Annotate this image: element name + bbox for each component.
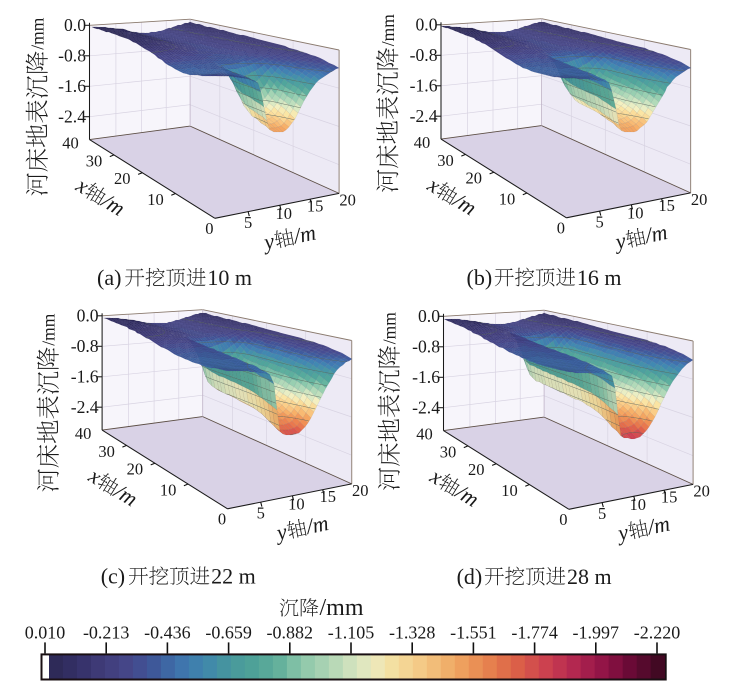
svg-text:(c): (c) xyxy=(101,564,125,589)
svg-text:/mm: /mm xyxy=(378,14,398,46)
svg-text:22 m: 22 m xyxy=(211,564,256,589)
svg-text:/mm: /mm xyxy=(39,313,59,345)
svg-text:15: 15 xyxy=(658,196,675,215)
svg-text:10: 10 xyxy=(501,481,518,500)
svg-text:-1.6: -1.6 xyxy=(71,367,99,387)
svg-text:15: 15 xyxy=(661,488,678,507)
svg-text:10: 10 xyxy=(499,190,516,209)
svg-text:40: 40 xyxy=(416,425,433,444)
svg-text:40: 40 xyxy=(75,424,92,443)
svg-text:-1.6: -1.6 xyxy=(58,76,86,96)
svg-text:/mm: /mm xyxy=(28,17,48,49)
svg-text:30: 30 xyxy=(440,442,457,461)
svg-text:20: 20 xyxy=(466,169,483,188)
svg-text:0.0: 0.0 xyxy=(416,15,438,35)
svg-text:-1.774: -1.774 xyxy=(511,623,558,643)
svg-text:20: 20 xyxy=(691,190,708,209)
svg-text:0.0: 0.0 xyxy=(77,306,99,326)
svg-text:16 m: 16 m xyxy=(577,265,622,290)
svg-text:28 m: 28 m xyxy=(567,564,612,589)
svg-text:20: 20 xyxy=(114,169,131,188)
svg-text:(d): (d) xyxy=(457,564,483,589)
svg-text:-2.220: -2.220 xyxy=(634,623,681,643)
svg-text:-2.4: -2.4 xyxy=(58,107,86,127)
svg-text:-1.997: -1.997 xyxy=(573,623,620,643)
svg-text:10: 10 xyxy=(276,204,293,223)
svg-text:20: 20 xyxy=(127,460,144,479)
svg-text:0.010: 0.010 xyxy=(25,623,66,643)
svg-text:30: 30 xyxy=(86,151,103,170)
svg-text:5: 5 xyxy=(595,213,603,232)
svg-text:15: 15 xyxy=(319,487,336,506)
svg-text:0: 0 xyxy=(557,218,565,237)
svg-text:/mm: /mm xyxy=(320,595,364,621)
svg-text:-2.4: -2.4 xyxy=(412,398,440,418)
svg-text:-1.551: -1.551 xyxy=(450,623,497,643)
svg-text:-1.6: -1.6 xyxy=(410,76,438,96)
svg-text:-0.659: -0.659 xyxy=(205,623,252,643)
svg-text:-1.328: -1.328 xyxy=(389,623,436,643)
svg-text:0: 0 xyxy=(205,219,213,238)
svg-text:-0.8: -0.8 xyxy=(410,45,438,65)
svg-text:10: 10 xyxy=(627,203,644,222)
svg-text:-0.213: -0.213 xyxy=(83,623,130,643)
svg-text:-0.436: -0.436 xyxy=(144,623,191,643)
svg-text:20: 20 xyxy=(352,481,369,500)
svg-text:10: 10 xyxy=(288,494,305,513)
svg-text:10: 10 xyxy=(160,481,177,500)
svg-text:-0.8: -0.8 xyxy=(58,46,86,66)
svg-text:30: 30 xyxy=(437,151,454,170)
svg-text:20: 20 xyxy=(468,460,485,479)
svg-text:10: 10 xyxy=(147,190,164,209)
svg-text:0: 0 xyxy=(559,510,567,529)
svg-text:40: 40 xyxy=(414,133,431,152)
svg-text:-1.6: -1.6 xyxy=(412,367,440,387)
svg-text:5: 5 xyxy=(257,504,265,523)
svg-text:15: 15 xyxy=(307,197,324,216)
svg-text:/mm: /mm xyxy=(380,312,400,344)
svg-text:20: 20 xyxy=(693,481,710,500)
svg-text:-0.8: -0.8 xyxy=(412,337,440,357)
svg-text:(a): (a) xyxy=(97,265,121,290)
svg-text:5: 5 xyxy=(598,504,606,523)
svg-text:5: 5 xyxy=(244,213,252,232)
svg-text:-0.882: -0.882 xyxy=(267,623,314,643)
svg-text:0.0: 0.0 xyxy=(418,306,440,326)
svg-text:-0.8: -0.8 xyxy=(71,336,99,356)
svg-text:0.0: 0.0 xyxy=(64,15,86,35)
svg-text:10: 10 xyxy=(630,495,647,514)
svg-text:10 m: 10 m xyxy=(207,265,252,290)
svg-text:-2.4: -2.4 xyxy=(410,106,438,126)
svg-text:30: 30 xyxy=(98,442,115,461)
svg-text:40: 40 xyxy=(62,134,79,153)
svg-text:-2.4: -2.4 xyxy=(71,397,99,417)
svg-text:0: 0 xyxy=(218,509,226,528)
svg-text:-1.105: -1.105 xyxy=(328,623,375,643)
svg-text:(b): (b) xyxy=(467,265,493,290)
svg-text:20: 20 xyxy=(339,190,356,209)
